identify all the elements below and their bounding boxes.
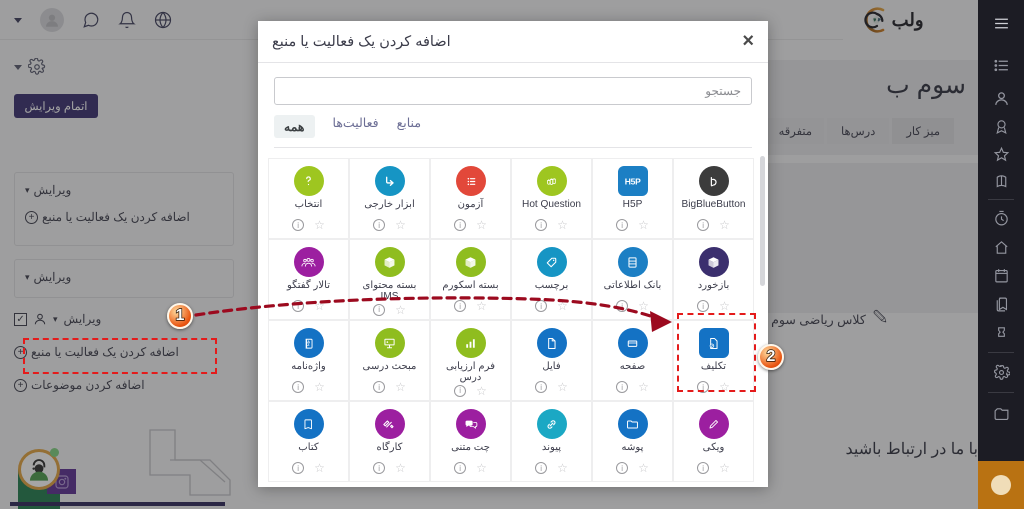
svg-text:H5P: H5P bbox=[625, 176, 641, 186]
